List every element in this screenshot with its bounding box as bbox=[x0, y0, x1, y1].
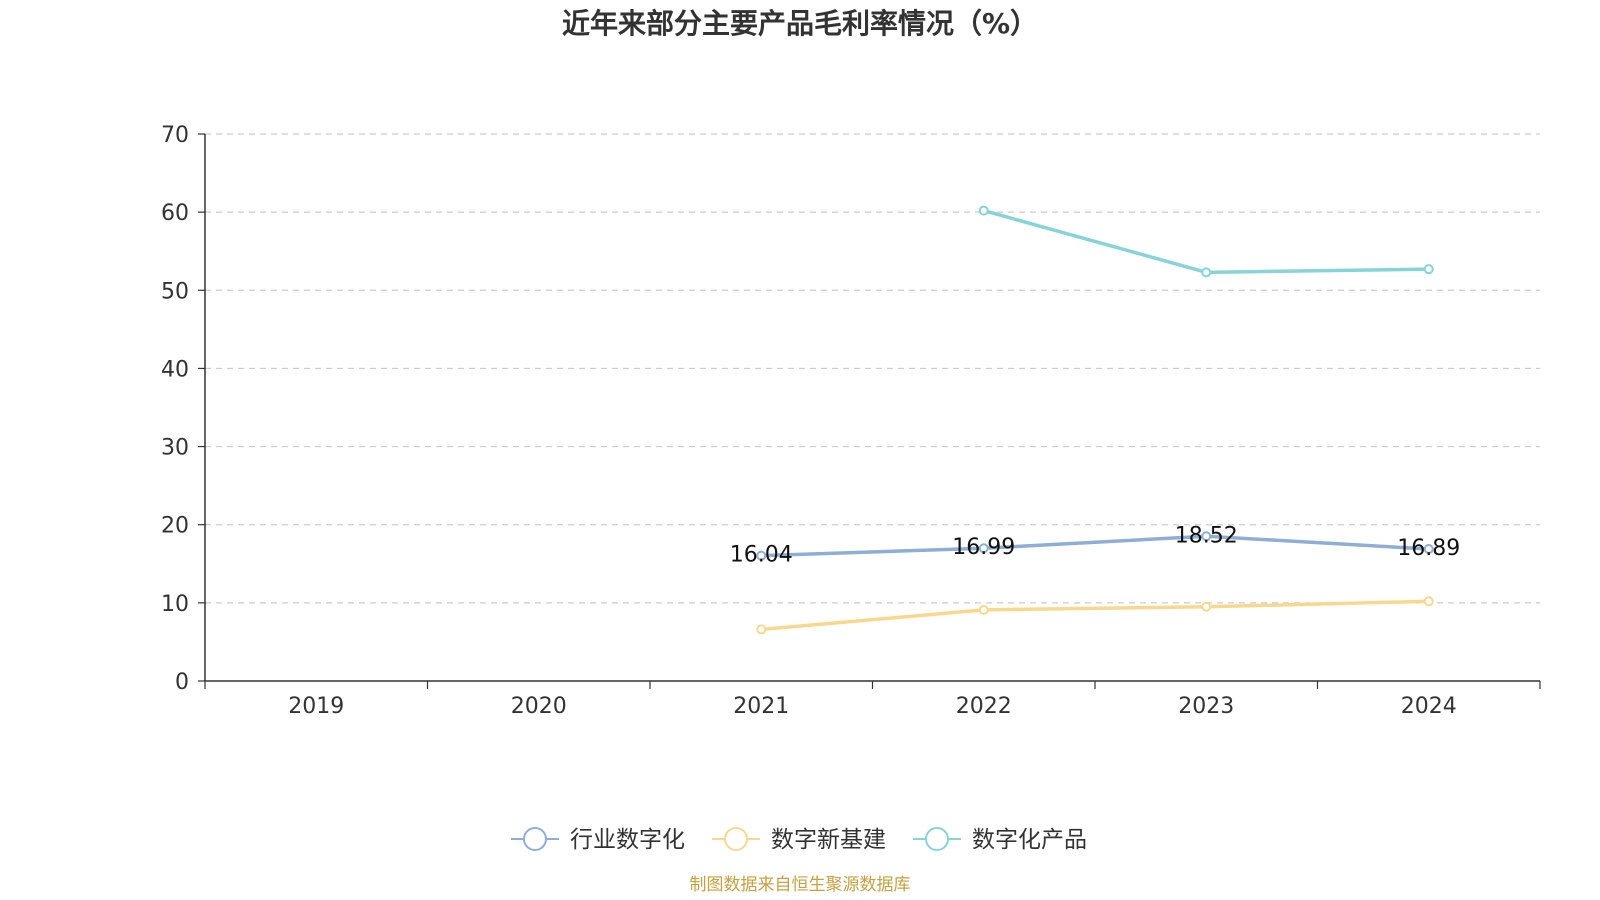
data-point[interactable] bbox=[1423, 264, 1434, 275]
data-point[interactable] bbox=[978, 543, 989, 554]
series-group bbox=[756, 205, 1434, 635]
y-tick-label: 50 bbox=[161, 279, 189, 304]
data-point[interactable] bbox=[1201, 531, 1212, 542]
x-tick-label: 2021 bbox=[733, 694, 789, 719]
y-tick-label: 20 bbox=[161, 514, 189, 539]
legend-marker bbox=[523, 827, 547, 851]
grid-lines bbox=[205, 133, 1540, 604]
legend-item[interactable]: 行业数字化 bbox=[511, 827, 685, 853]
x-tick-label: 2022 bbox=[956, 694, 1012, 719]
y-tick-label: 40 bbox=[161, 357, 189, 382]
data-point[interactable] bbox=[978, 205, 989, 216]
data-labels: 16.04 16.99 18.52 16.89 bbox=[730, 523, 1460, 567]
legend-label: 数字化产品 bbox=[972, 827, 1087, 853]
y-tick-label: 70 bbox=[161, 123, 189, 148]
data-label: 16.04 bbox=[730, 543, 793, 568]
data-point[interactable] bbox=[756, 550, 767, 561]
data-point[interactable] bbox=[1201, 601, 1212, 612]
axes: 0 10 20 30 40 50 60 70 2019 2020 2021 2022 2023 2024 bbox=[161, 123, 1541, 719]
chart-title: 近年来部分主要产品毛利率情况（%） bbox=[562, 7, 1038, 40]
data-point[interactable] bbox=[978, 604, 989, 615]
data-label: 16.99 bbox=[952, 535, 1015, 560]
data-point[interactable] bbox=[1423, 596, 1434, 607]
series-line bbox=[983, 208, 1429, 275]
series-line bbox=[761, 534, 1429, 558]
legend-item[interactable]: 数字新基建 bbox=[712, 827, 886, 853]
legend-item[interactable]: 数字化产品 bbox=[913, 827, 1087, 853]
y-tick-label: 0 bbox=[175, 670, 189, 695]
series-line bbox=[761, 599, 1429, 632]
x-tick-label: 2024 bbox=[1401, 694, 1457, 719]
legend-label: 数字新基建 bbox=[771, 827, 886, 853]
data-point[interactable] bbox=[1201, 267, 1212, 278]
legend-marker bbox=[724, 827, 748, 851]
data-label: 18.52 bbox=[1175, 523, 1238, 548]
legend[interactable]: 行业数字化 数字新基建 数字化产品 bbox=[511, 827, 1087, 853]
y-tick-label: 30 bbox=[161, 436, 189, 461]
x-tick-label: 2023 bbox=[1178, 694, 1234, 719]
x-tick-label: 2019 bbox=[288, 694, 344, 719]
y-tick-label: 10 bbox=[161, 592, 189, 617]
source-note: 制图数据来自恒生聚源数据库 bbox=[690, 875, 911, 895]
legend-label: 行业数字化 bbox=[570, 827, 685, 853]
data-label: 16.89 bbox=[1397, 536, 1460, 561]
data-point[interactable] bbox=[1423, 544, 1434, 555]
data-point[interactable] bbox=[756, 624, 767, 635]
legend-marker bbox=[925, 827, 949, 851]
x-tick-label: 2020 bbox=[511, 694, 567, 719]
y-tick-label: 60 bbox=[161, 201, 189, 226]
